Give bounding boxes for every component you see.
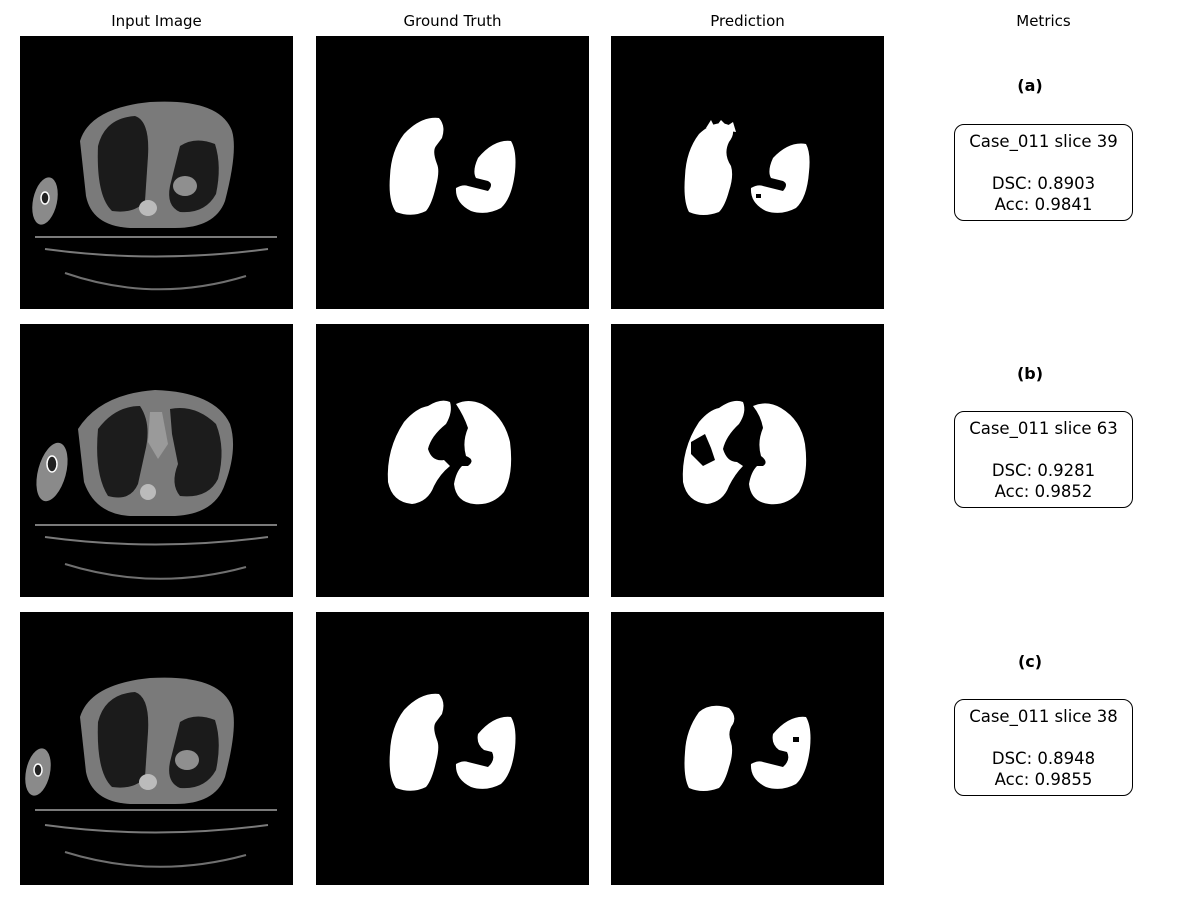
prediction-mask-b — [611, 324, 884, 597]
ct-scan-image — [32, 101, 277, 291]
ct-scan-image — [25, 677, 277, 868]
ground-truth-mask-c — [316, 612, 589, 885]
row-label-c: (c) — [1017, 652, 1043, 671]
metrics-box-c: Case_011 slice 38 DSC: 0.8948 Acc: 0.985… — [954, 699, 1133, 796]
prediction-mask-a — [611, 36, 884, 309]
column-title-metrics: Metrics — [1016, 12, 1071, 30]
case-label: Case_011 slice 39 — [969, 132, 1118, 151]
acc-value: Acc: 0.9841 — [994, 195, 1093, 214]
input-image-a — [20, 36, 293, 309]
row-label-a: (a) — [1017, 76, 1043, 95]
input-image-b — [20, 324, 293, 597]
column-title-prediction: Prediction — [710, 12, 785, 30]
case-label: Case_011 slice 38 — [969, 707, 1118, 726]
column-title-ground-truth: Ground Truth — [403, 12, 502, 30]
prediction-mask-c — [611, 612, 884, 885]
case-label: Case_011 slice 63 — [969, 419, 1118, 438]
ct-scan-image — [35, 390, 277, 580]
dsc-value: DSC: 0.9281 — [991, 461, 1096, 480]
dsc-value: DSC: 0.8948 — [991, 749, 1096, 768]
acc-value: Acc: 0.9852 — [994, 482, 1093, 501]
row-label-b: (b) — [1016, 364, 1044, 383]
lung-mask-image — [389, 693, 516, 791]
metrics-box-b: Case_011 slice 63 DSC: 0.9281 Acc: 0.985… — [954, 411, 1133, 508]
lung-mask-image — [387, 400, 512, 505]
metrics-box-a: Case_011 slice 39 DSC: 0.8903 Acc: 0.984… — [954, 124, 1133, 221]
input-image-c — [20, 612, 293, 885]
lung-mask-image — [684, 120, 810, 215]
lung-mask-image — [389, 117, 516, 215]
dsc-value: DSC: 0.8903 — [991, 174, 1096, 193]
acc-value: Acc: 0.9855 — [994, 770, 1093, 789]
column-title-input: Input Image — [111, 12, 202, 30]
ground-truth-mask-b — [316, 324, 589, 597]
lung-mask-image — [684, 705, 811, 791]
ground-truth-mask-a — [316, 36, 589, 309]
lung-mask-image — [682, 400, 807, 505]
